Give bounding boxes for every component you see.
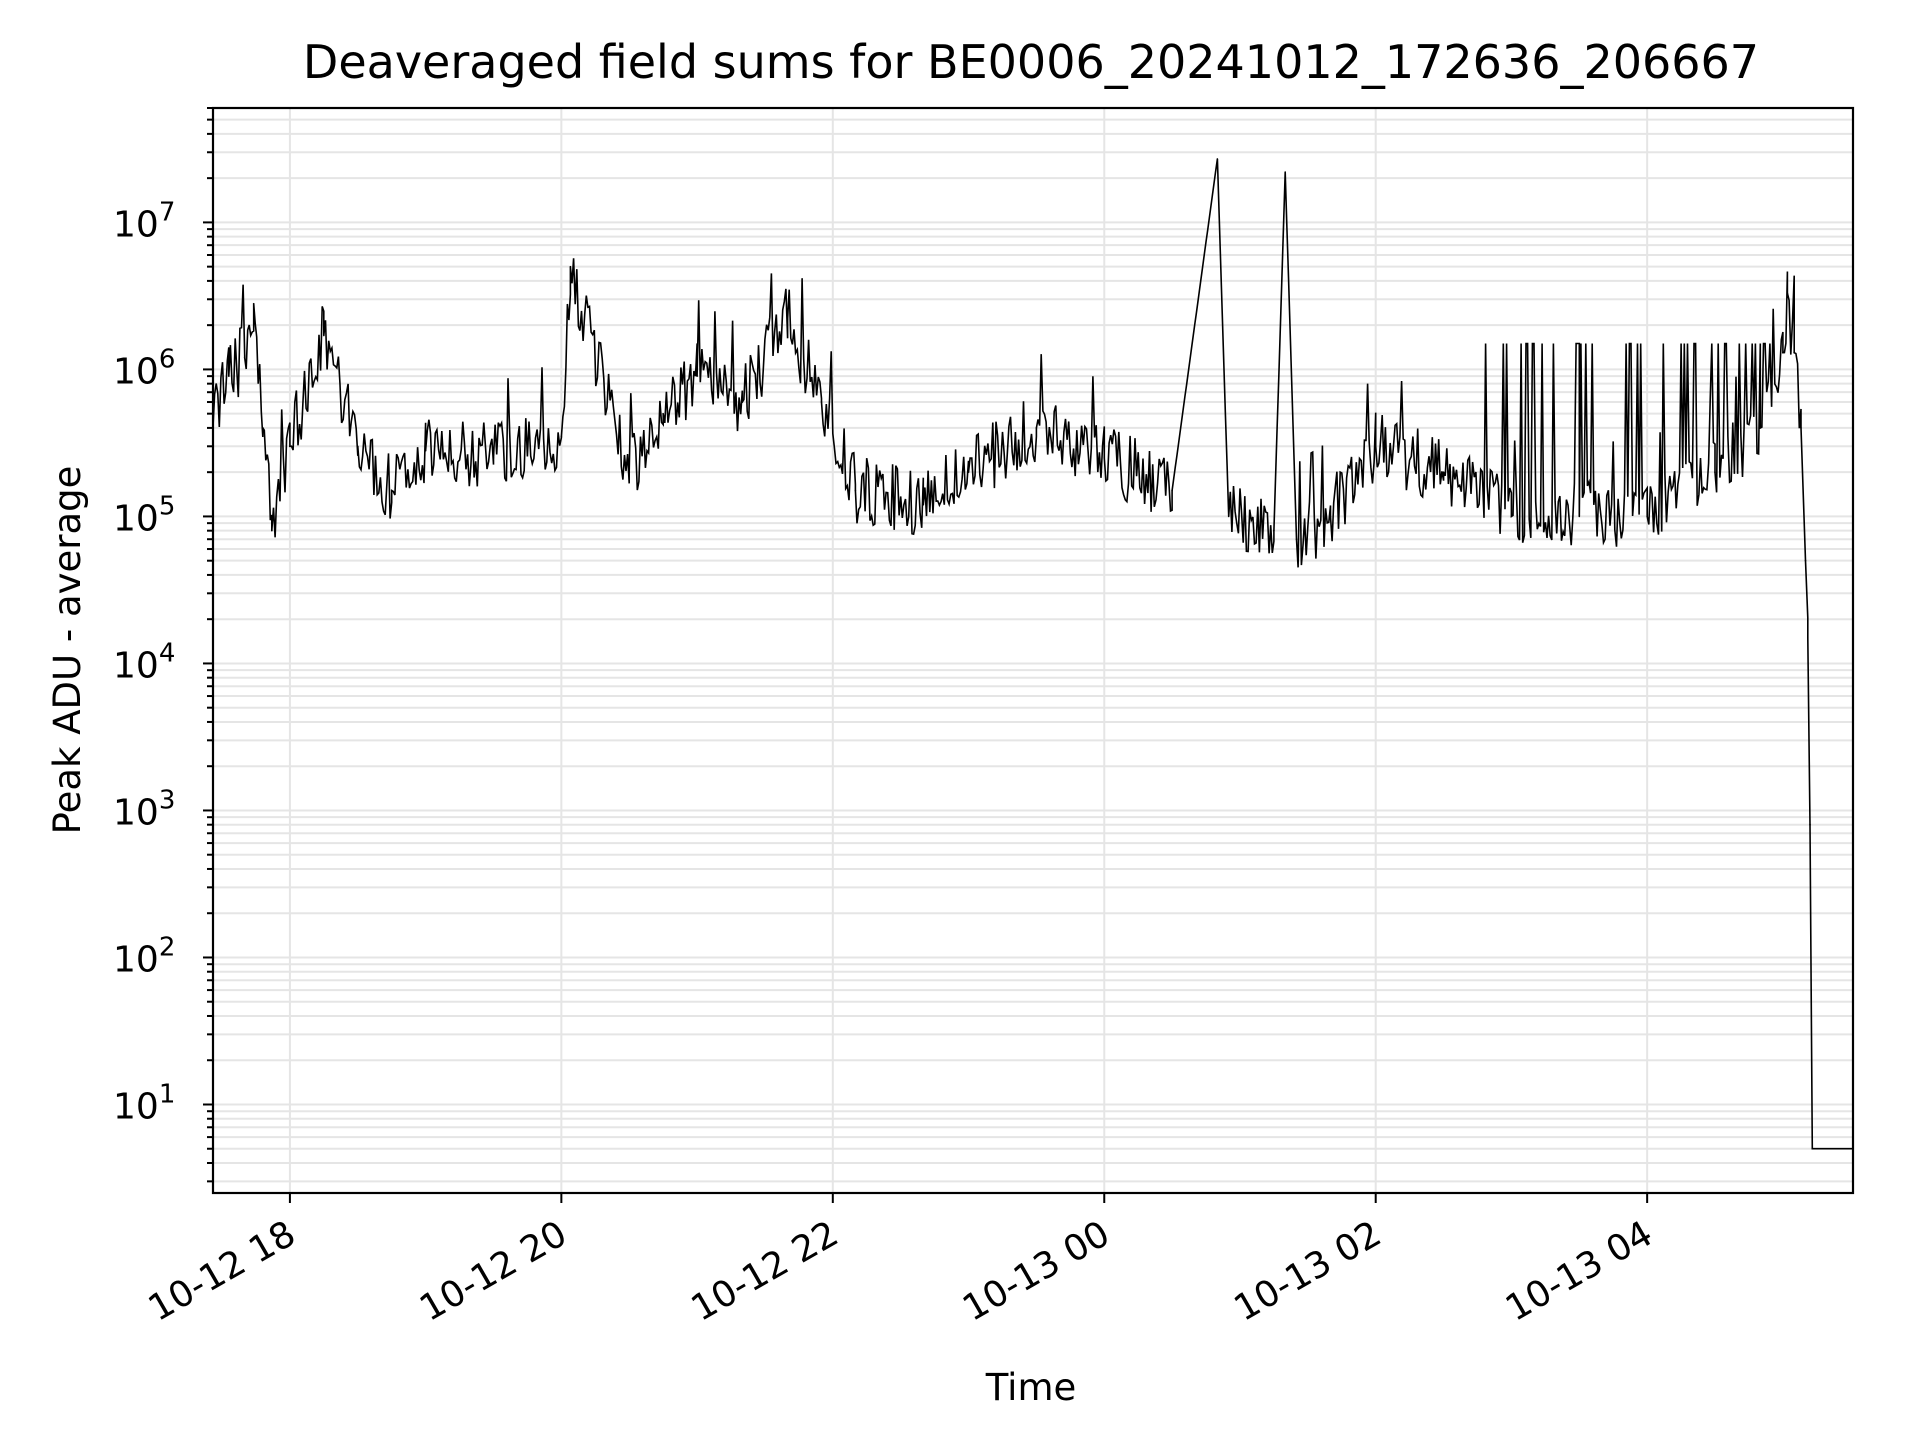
data-point	[1800, 427, 1802, 429]
data-point	[1714, 471, 1716, 473]
y-tick-label: 104	[113, 638, 175, 686]
data-point	[1295, 538, 1298, 541]
data-point	[1374, 445, 1377, 448]
data-point	[1284, 171, 1287, 173]
data-point	[323, 334, 325, 337]
data-point	[492, 457, 495, 459]
data-point	[1578, 515, 1581, 518]
data-point	[820, 401, 823, 403]
y-tick-label: 102	[113, 932, 175, 980]
data-point	[1510, 515, 1513, 518]
data-point	[1786, 292, 1789, 294]
data-point	[741, 401, 744, 403]
series-line	[212, 158, 1853, 1150]
data-point	[1646, 515, 1648, 518]
data-point	[1759, 427, 1762, 429]
data-point	[1216, 158, 1219, 160]
plot-frame	[211, 106, 1855, 1195]
data-point	[628, 471, 631, 473]
data-point	[1171, 489, 1173, 492]
data-point	[1809, 823, 1811, 826]
y-tick-label: 101	[113, 1079, 175, 1127]
data-point	[1782, 351, 1784, 354]
series-layer	[212, 158, 1854, 1150]
data-point	[228, 375, 230, 377]
data-point	[854, 489, 857, 492]
data-point	[1273, 529, 1275, 532]
y-tick-label: 106	[113, 344, 175, 392]
data-point	[1035, 427, 1038, 429]
data-point	[1329, 515, 1332, 518]
data-point	[1103, 457, 1106, 459]
chart-title: Deaveraged field sums for BE0006_2024101…	[303, 35, 1759, 89]
data-point	[1227, 515, 1230, 518]
data-point	[1442, 471, 1445, 473]
data-point	[424, 449, 427, 452]
data-point	[243, 356, 246, 359]
data-point	[922, 503, 925, 506]
y-axis-label: Peak ADU - average	[46, 466, 89, 835]
data-point	[560, 435, 563, 438]
data-point	[252, 302, 255, 305]
y-tick-label: 107	[113, 197, 175, 245]
data-point	[390, 489, 393, 492]
data-point	[786, 318, 789, 320]
grid	[213, 107, 1853, 1193]
data-point	[289, 445, 291, 448]
data-point	[1804, 559, 1807, 562]
y-tick-label: 105	[113, 491, 175, 539]
data-point	[1806, 636, 1809, 639]
x-axis-label: Time	[985, 1366, 1077, 1409]
data-point	[271, 529, 273, 532]
y-tick-label: 103	[113, 785, 175, 833]
data-point	[1793, 351, 1795, 354]
data-point	[662, 412, 664, 415]
data-point	[569, 265, 572, 268]
data-point	[696, 375, 698, 377]
data-point	[967, 471, 970, 473]
data-point	[356, 445, 359, 448]
data-point	[1811, 1147, 1814, 1150]
data-point	[261, 427, 264, 429]
